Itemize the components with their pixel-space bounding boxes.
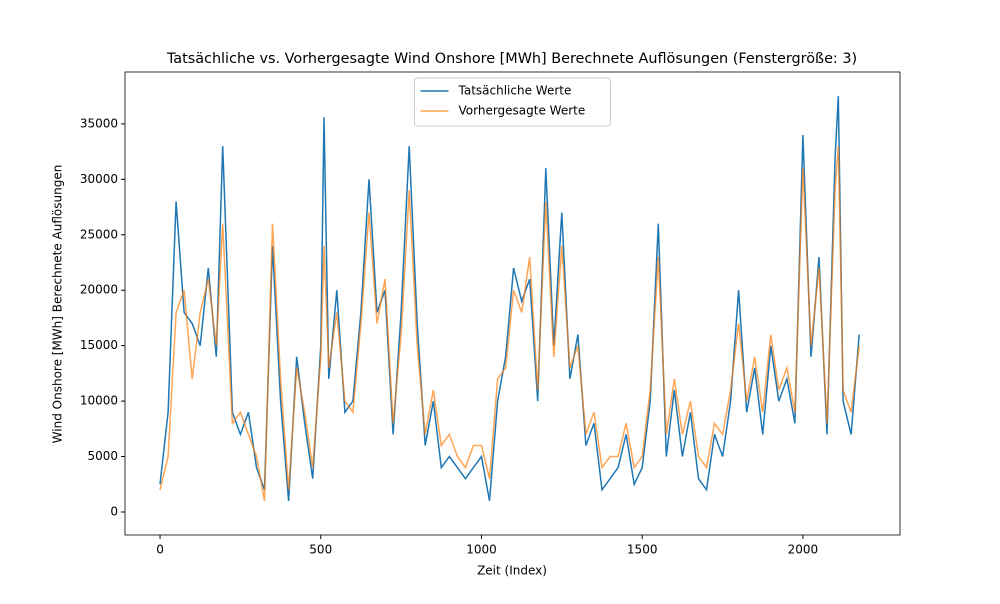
y-tick-label: 0 xyxy=(110,504,118,518)
x-tick-label: 500 xyxy=(309,543,332,557)
y-tick-label: 30000 xyxy=(80,172,118,186)
plot-frame xyxy=(124,71,901,536)
y-tick-label: 25000 xyxy=(80,227,118,241)
x-tick-label: 2000 xyxy=(788,543,819,557)
series-line xyxy=(159,96,860,502)
legend: Tatsächliche Werte Vorhergesagte Werte xyxy=(414,77,611,127)
y-tick-label: 10000 xyxy=(80,394,118,408)
x-tick-label: 0 xyxy=(156,543,164,557)
y-axis-label: Wind Onshore [MWh] Berechnete Auflösunge… xyxy=(51,165,65,444)
series-line xyxy=(159,146,860,502)
x-tick-label: 1000 xyxy=(466,543,497,557)
y-tick-label: 20000 xyxy=(80,283,118,297)
x-axis-label: Zeit (Index) xyxy=(477,564,547,578)
legend-frame xyxy=(414,77,611,127)
y-tick-label: 5000 xyxy=(87,449,118,463)
chart-title: Tatsächliche vs. Vorhergesagte Wind Onsh… xyxy=(166,51,857,67)
legend-label: Vorhergesagte Werte xyxy=(459,104,586,118)
x-tick-label: 1500 xyxy=(627,543,658,557)
y-tick-label: 35000 xyxy=(80,116,118,130)
legend-label: Tatsächliche Werte xyxy=(458,84,572,98)
y-tick-label: 15000 xyxy=(80,338,118,352)
